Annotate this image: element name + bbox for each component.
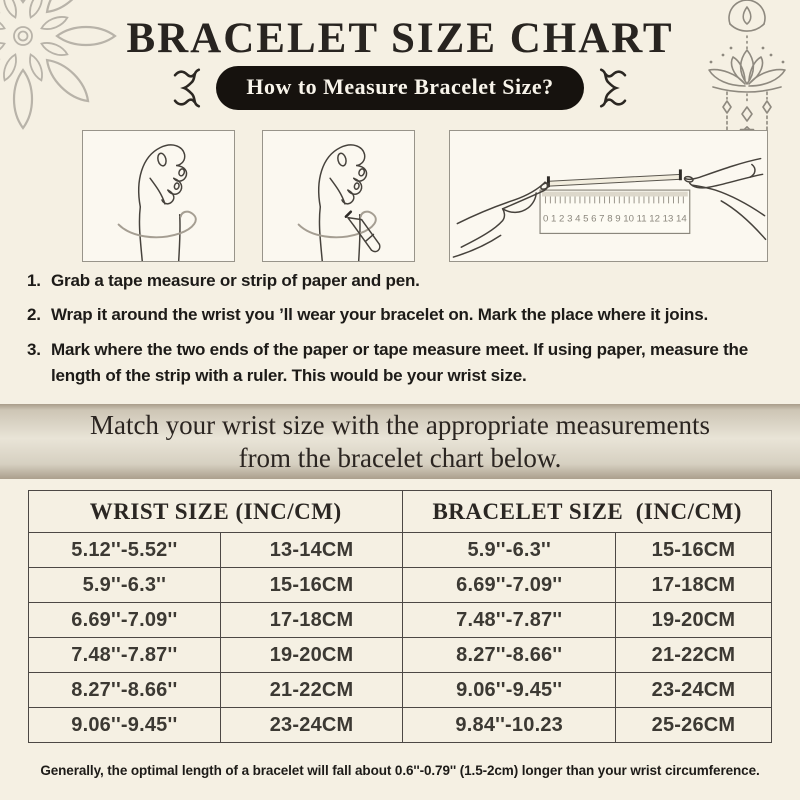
wrist-cm-cell: 23-24CM xyxy=(219,707,404,743)
bracelet-cm-cell: 19-20CM xyxy=(614,602,773,638)
wrist-size-header: WRIST SIZE (INC/CM) xyxy=(27,490,404,533)
size-chart-table: WRIST SIZE (INC/CM) BRACELET SIZE (INC/C… xyxy=(27,490,773,743)
table-row: 5.12''-5.52'' 13-14CM 5.9''-6.3'' 15-16C… xyxy=(28,532,773,568)
bracelet-inch-cell: 9.06''-9.45'' xyxy=(402,672,616,708)
match-banner: Match your wrist size with the appropria… xyxy=(0,404,800,479)
bracelet-cm-cell: 15-16CM xyxy=(614,532,773,568)
wrist-cm-cell: 15-16CM xyxy=(219,567,404,603)
wrist-inch-cell: 7.48''-7.87'' xyxy=(28,637,221,673)
bracelet-cm-cell: 17-18CM xyxy=(614,567,773,603)
table-row: 7.48''-7.87'' 19-20CM 8.27''-8.66'' 21-2… xyxy=(28,637,773,673)
instruction-step-2: 2. Wrap it around the wrist you ’ll wear… xyxy=(27,302,775,328)
paper-strip-icon xyxy=(548,173,682,187)
bracelet-cm-cell: 23-24CM xyxy=(614,672,773,708)
flourish-left-icon xyxy=(174,68,201,108)
bracelet-inch-cell: 6.69''-7.09'' xyxy=(402,567,616,603)
fist-string-sketch-icon xyxy=(117,144,197,261)
instruction-step-3: 3. Mark where the two ends of the paper … xyxy=(27,337,775,390)
instruction-step-1: 1. Grab a tape measure or strip of paper… xyxy=(27,268,775,294)
banner-line-1: Match your wrist size with the appropria… xyxy=(89,409,711,440)
bracelet-size-header: BRACELET SIZE (INC/CM) xyxy=(402,490,772,533)
step-text: Wrap it around the wrist you ’ll wear yo… xyxy=(51,305,708,325)
table-row: 8.27''-8.66'' 21-22CM 9.06''-9.45'' 23-2… xyxy=(28,672,773,708)
bracelet-cm-cell: 21-22CM xyxy=(614,637,773,673)
bracelet-inch-cell: 9.84''-10.23 xyxy=(402,707,616,743)
step-number: 3. xyxy=(27,339,41,359)
illustration-mark-wrist xyxy=(262,130,415,262)
ruler-numbers: 0 1 2 3 4 5 6 7 8 9 10 11 12 13 14 xyxy=(543,214,687,224)
mandala-flower-icon xyxy=(0,0,117,130)
bracelet-inch-cell: 5.9''-6.3'' xyxy=(402,532,616,568)
page-title: BRACELET SIZE CHART xyxy=(126,15,674,62)
subtitle-pill: How to Measure Bracelet Size? xyxy=(216,66,584,110)
step-text: Mark where the two ends of the paper or … xyxy=(51,339,748,386)
wrist-inch-cell: 5.9''-6.3'' xyxy=(28,567,221,603)
wrist-inch-cell: 8.27''-8.66'' xyxy=(28,672,221,708)
wrist-cm-cell: 19-20CM xyxy=(219,637,404,673)
left-hand-icon xyxy=(452,181,550,258)
table-header-row: WRIST SIZE (INC/CM) BRACELET SIZE (INC/C… xyxy=(27,490,772,533)
footer-note: Generally, the optimal length of a brace… xyxy=(40,763,760,778)
wrist-cm-cell: 21-22CM xyxy=(219,672,404,708)
wrist-cm-cell: 17-18CM xyxy=(219,602,404,638)
table-row: 9.06''-9.45'' 23-24CM 9.84''-10.23 25-26… xyxy=(28,707,773,743)
illustration-measure-ruler: 0 1 2 3 4 5 6 7 8 9 10 11 12 13 14 xyxy=(449,130,768,262)
step-text: Grab a tape measure or strip of paper an… xyxy=(51,271,420,290)
table-row: 5.9''-6.3'' 15-16CM 6.69''-7.09'' 17-18C… xyxy=(28,567,773,603)
bracelet-inch-cell: 7.48''-7.87'' xyxy=(402,602,616,638)
wrist-inch-cell: 9.06''-9.45'' xyxy=(28,707,221,743)
step-number: 1. xyxy=(27,271,41,290)
ruler-hands-sketch-icon: 0 1 2 3 4 5 6 7 8 9 10 11 12 13 14 xyxy=(452,157,767,258)
fist-pen-sketch-icon xyxy=(297,144,381,261)
flourish-right-icon xyxy=(599,68,626,108)
wrist-inch-cell: 6.69''-7.09'' xyxy=(28,602,221,638)
wrist-inch-cell: 5.12''-5.52'' xyxy=(28,532,221,568)
right-hand-icon xyxy=(683,157,767,241)
instructions-list: 1. Grab a tape measure or strip of paper… xyxy=(27,268,775,397)
step-number: 2. xyxy=(27,305,41,325)
table-row: 6.69''-7.09'' 17-18CM 7.48''-7.87'' 19-2… xyxy=(28,602,773,638)
illustration-wrap-string xyxy=(82,130,235,262)
subtitle-row: How to Measure Bracelet Size? xyxy=(0,66,800,110)
pen-icon xyxy=(347,216,381,253)
bracelet-inch-cell: 8.27''-8.66'' xyxy=(402,637,616,673)
wrist-cm-cell: 13-14CM xyxy=(219,532,404,568)
bracelet-cm-cell: 25-26CM xyxy=(614,707,773,743)
banner-line-2: from the bracelet chart below. xyxy=(238,442,562,473)
